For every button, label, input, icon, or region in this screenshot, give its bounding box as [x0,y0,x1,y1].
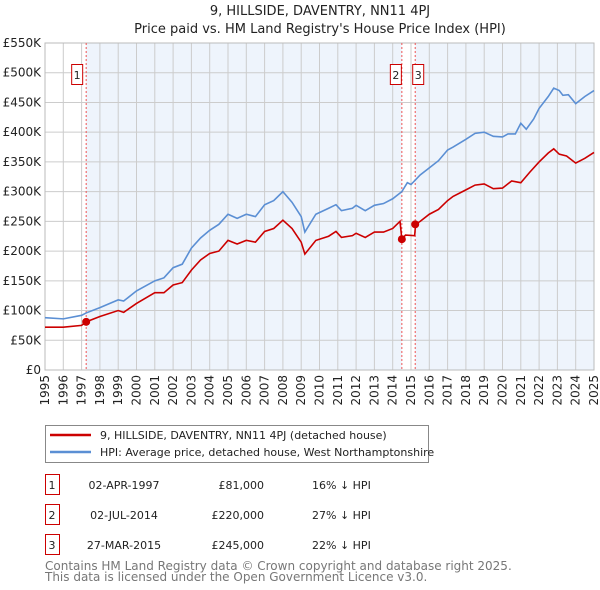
x-tick-label: 2012 [349,375,363,406]
sale-point [82,317,91,326]
x-tick-label: 2004 [203,375,217,406]
row-number-box [45,534,60,555]
legend-label-property: 9, HILLSIDE, DAVENTRY, NN11 4PJ (detache… [100,429,387,442]
x-tick-label: 2005 [221,375,235,406]
sale-point [411,220,420,229]
sale-hpi-diff: 22% ↓ HPI [312,539,371,552]
y-tick-label: £150K [3,274,43,288]
sale-label: 3 [415,69,422,82]
row-number: 3 [49,539,56,552]
sale-price: £245,000 [212,539,265,552]
chart-subtitle: Price paid vs. HM Land Registry's House … [134,22,506,37]
x-tick-label: 1998 [93,375,107,406]
x-tick-label: 2001 [148,375,162,406]
y-tick-label: £500K [3,66,43,80]
sale-point [397,235,406,244]
shaded-period [415,43,594,370]
sales-table: 1 02-APR-1997 £81,000 16% ↓ HPI 2 02-JUL-2014… [45,474,371,555]
x-tick-label: 2021 [514,375,528,406]
y-tick-label: £200K [3,244,43,258]
y-tick-label: £550K [3,36,43,50]
x-tick-label: 2014 [386,375,400,406]
footer-licence: This data is licensed under the Open Gov… [45,570,428,584]
x-tick-label: 2006 [239,375,253,406]
plot-border [44,42,595,371]
sale-hpi-diff: 16% ↓ HPI [312,479,371,492]
x-tick-label: 2009 [294,375,308,406]
shaded-period [86,43,402,370]
x-tick-label: 2011 [331,375,345,406]
y-tick-label: £0 [26,363,41,377]
row-number-box [45,474,60,495]
y-tick-label: £50K [10,333,42,347]
x-tick-label: 2002 [166,375,180,406]
y-tick-label: £450K [3,95,43,109]
sale-date: 02-APR-1997 [88,479,159,492]
sale-date: 02-JUL-2014 [90,509,158,522]
x-tick-label: 2015 [404,375,418,406]
x-tick-label: 2018 [459,375,473,406]
x-tick-label: 1996 [56,375,70,406]
sale-price: £220,000 [212,509,265,522]
x-tick-label: 2007 [258,375,272,406]
x-tick-label: 2019 [477,375,491,406]
row-number: 1 [49,479,56,492]
sale-label: 1 [74,69,81,82]
x-tick-label: 2016 [422,375,436,406]
x-tick-label: 1995 [38,375,52,406]
sale-date: 27-MAR-2015 [87,539,161,552]
sale-label: 2 [392,69,399,82]
sale-price: £81,000 [219,479,265,492]
hpi-line [44,87,595,320]
x-tick-label: 2024 [569,375,583,406]
x-tick-label: 2023 [550,375,564,406]
x-tick-label: 2025 [587,375,600,406]
y-tick-label: £400K [3,125,43,139]
x-tick-label: 2000 [130,375,144,406]
sale-label-box [71,64,84,85]
footer-copyright: Contains HM Land Registry data © Crown c… [45,559,512,573]
chart-title: 9, HILLSIDE, DAVENTRY, NN11 4PJ [210,4,430,19]
legend-label-hpi: HPI: Average price, detached house, West… [100,446,434,459]
sale-label-box [389,64,402,85]
sale-label-box [412,64,425,85]
row-number: 2 [49,509,56,522]
x-tick-label: 2020 [496,375,510,406]
x-tick-label: 2017 [441,375,455,406]
x-tick-label: 2022 [532,375,546,406]
x-tick-label: 2013 [367,375,381,406]
row-number-box [45,504,60,525]
x-tick-label: 1997 [75,375,89,406]
sale-hpi-diff: 27% ↓ HPI [312,509,371,522]
y-tick-label: £100K [3,304,43,318]
y-tick-label: £250K [3,214,43,228]
x-tick-label: 2003 [184,375,198,406]
y-tick-label: £350K [3,155,43,169]
x-tick-label: 1999 [111,375,125,406]
legend: 9, HILLSIDE, DAVENTRY, NN11 4PJ (detache… [45,425,434,463]
property-price-line [45,147,595,328]
y-tick-label: £300K [3,185,43,199]
x-tick-label: 2010 [313,375,327,406]
x-tick-label: 2008 [276,375,290,406]
